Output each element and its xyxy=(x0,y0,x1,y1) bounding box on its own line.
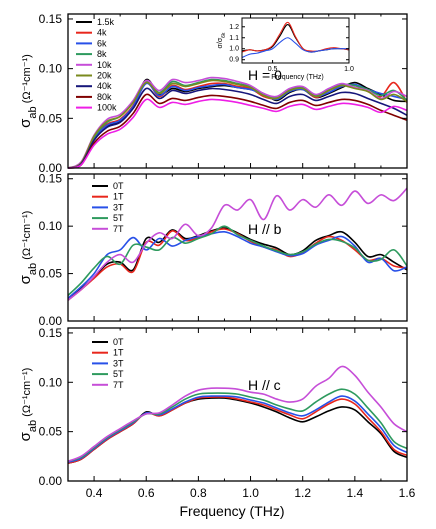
inset-x-axis-label: Frequency (THz) xyxy=(271,74,324,81)
y-tick-label: 0.15 xyxy=(39,12,63,26)
panel-title: H // b xyxy=(248,221,282,237)
y-axis-label: σab (Ω⁻¹cm⁻¹) xyxy=(17,54,39,128)
series-line-5T xyxy=(67,225,408,296)
legend-label-0T: 0T xyxy=(113,337,124,347)
legend-label-1T: 1T xyxy=(113,348,124,358)
y-tick-label: 1.1 xyxy=(229,35,239,42)
panel-2: 0.4 0.6 0.8 1.0 1.2 1.4 1.6 0.00 0.05 0.10 0.15 0T1… xyxy=(17,326,416,500)
series-line-1T xyxy=(67,228,408,301)
y-tick-label: 0.05 xyxy=(39,425,63,439)
plot-frame xyxy=(67,173,408,322)
x-axis-label: Frequency (THz) xyxy=(179,503,284,519)
panel-title: H = 0 xyxy=(248,67,282,83)
legend-label-3T: 3T xyxy=(113,358,124,368)
series-line-100k xyxy=(67,98,408,169)
series-line-80k xyxy=(67,93,408,169)
y-tick-label: 0.15 xyxy=(39,172,63,186)
legend-label-7T: 7T xyxy=(113,380,124,390)
y-tick-label: 0.10 xyxy=(39,375,63,389)
series-line-7T xyxy=(67,187,408,301)
series-line-1T xyxy=(67,396,408,465)
legend-label-5T: 5T xyxy=(113,369,124,379)
series-line-7T xyxy=(67,365,408,463)
legend-label-6k: 6k xyxy=(97,38,107,48)
y-tick-label: 0.05 xyxy=(39,267,63,281)
x-tick-label: 1.0 xyxy=(344,66,354,73)
y-tick-label: 0.00 xyxy=(39,474,63,488)
y-axis-label: σab (Ω⁻¹cm⁻¹) xyxy=(17,211,39,285)
panels: 0.00 0.05 0.10 0.15 1.5k4k6k8k10k20k40k80k10… xyxy=(17,12,416,500)
series-line-40k xyxy=(67,87,408,169)
panel-title: H // c xyxy=(248,377,281,393)
legend-label-5T: 5T xyxy=(113,213,124,223)
panel-3: 0.5 1.0 0.9 1.0 1.1 1.2 Frequency (THz) σ/σ6k xyxy=(217,17,354,81)
legend-label-100k: 100k xyxy=(97,103,117,113)
series-line-3T xyxy=(67,230,408,299)
y-tick-label: 0.10 xyxy=(39,219,63,233)
series-line-4k xyxy=(241,21,350,53)
legend-label-4k: 4k xyxy=(97,28,107,38)
series-line-6k xyxy=(67,82,408,169)
y-tick-label: 0.05 xyxy=(39,111,63,125)
legend-label-0T: 0T xyxy=(113,181,124,191)
legend-label-80k: 80k xyxy=(97,92,112,102)
series-line-4k xyxy=(67,81,408,169)
legend-label-1.5k: 1.5k xyxy=(97,17,115,27)
x-tick-label: 1.0 xyxy=(242,486,259,500)
series-line-5T xyxy=(67,388,408,463)
plot-frame xyxy=(67,327,408,482)
panel-0: 0.00 0.05 0.10 0.15 1.5k4k6k8k10k20k40k80k10… xyxy=(17,12,408,175)
inset-y-axis-label: σ/σ6k xyxy=(217,32,227,48)
series-line-3T xyxy=(67,395,408,464)
series-line-8k xyxy=(241,37,349,59)
legend-label-8k: 8k xyxy=(97,49,107,59)
y-tick-label: 0.00 xyxy=(39,314,63,328)
legend-label-10k: 10k xyxy=(97,60,112,70)
series-line-10k xyxy=(67,76,408,169)
legend-label-3T: 3T xyxy=(113,202,124,212)
y-tick-label: 0.15 xyxy=(39,326,63,340)
y-tick-label: 1.0 xyxy=(229,46,239,53)
legend-label-1T: 1T xyxy=(113,192,124,202)
legend-label-40k: 40k xyxy=(97,81,112,91)
plot-area xyxy=(242,18,349,63)
x-tick-label: 1.4 xyxy=(347,486,364,500)
series-line-0T xyxy=(67,227,408,301)
y-tick-label: 0.10 xyxy=(39,62,63,76)
x-tick-label: 1.2 xyxy=(294,486,311,500)
y-tick-label: 1.2 xyxy=(229,24,239,31)
y-axis-label: σab (Ω⁻¹cm⁻¹) xyxy=(17,368,39,442)
x-tick-label: 0.4 xyxy=(86,486,103,500)
x-tick-label: 0.5 xyxy=(268,66,278,73)
plot-frame xyxy=(67,13,408,169)
x-tick-label: 0.8 xyxy=(190,486,207,500)
legend-label-20k: 20k xyxy=(97,71,112,81)
series-line-20k xyxy=(67,79,408,169)
x-tick-label: 0.6 xyxy=(138,486,155,500)
y-tick-label: 0.00 xyxy=(39,161,63,175)
legend-label-7T: 7T xyxy=(113,224,124,234)
x-tick-label: 1.6 xyxy=(399,486,416,500)
plot-frame xyxy=(241,17,350,64)
y-tick-label: 0.9 xyxy=(229,57,239,64)
